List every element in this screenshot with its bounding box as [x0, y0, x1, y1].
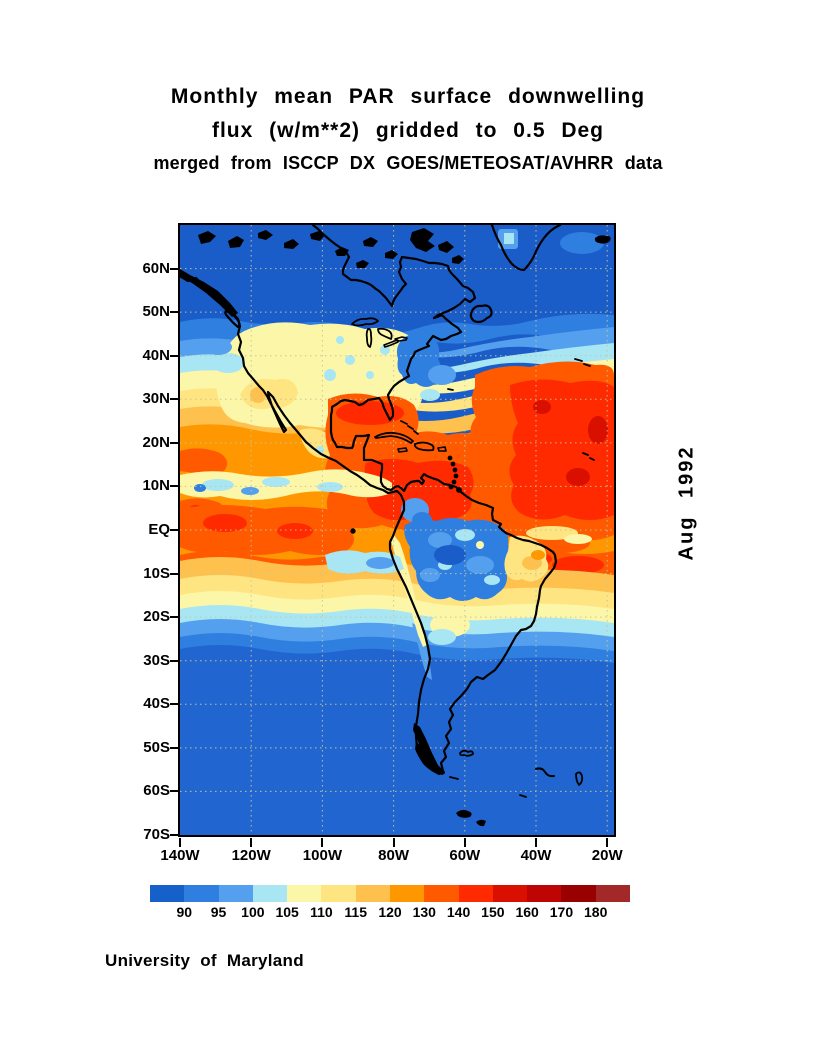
- credit-text: University of Maryland: [105, 951, 304, 970]
- colorbar-label: 120: [378, 904, 402, 920]
- greenland-patches: [498, 229, 604, 254]
- lat-tick: [170, 703, 179, 706]
- grid-lines: [180, 225, 614, 835]
- lon-tick-label: 40W: [520, 847, 552, 864]
- lat-tick: [170, 659, 179, 662]
- coastlines: [180, 225, 595, 798]
- lat-tick-label: EQ: [148, 521, 170, 539]
- lat-tick: [170, 398, 179, 401]
- lat-tick: [170, 528, 179, 531]
- lat-tick: [170, 485, 179, 488]
- colorbar-segment: [218, 885, 254, 902]
- colorbar-segment: [321, 885, 357, 902]
- lon-tick-label: 140W: [160, 847, 200, 864]
- lon-tick: [463, 838, 466, 847]
- south-america-interior: [325, 498, 549, 647]
- colorbar-segment: [150, 885, 185, 902]
- lon-tick-label: 60W: [449, 847, 481, 864]
- lon-tick-label: 20W: [591, 847, 623, 864]
- colorbar-segment: [527, 885, 562, 902]
- north-atlantic-max: [467, 361, 614, 542]
- lat-tick-label: 70S: [143, 826, 170, 844]
- lat-tick-label: 40N: [142, 346, 170, 364]
- lon-tick: [606, 838, 609, 847]
- lat-tick-label: 50S: [143, 739, 170, 757]
- colorbar-segment: [424, 885, 460, 902]
- colorbar-label: 180: [584, 904, 608, 920]
- lon-tick: [250, 838, 253, 847]
- colorbar-segment: [287, 885, 322, 902]
- colorbar-label: 90: [176, 904, 193, 920]
- colorbar-segment: [355, 885, 391, 902]
- map-frame: 60N 50N 40N 30N 20N 10N EQ 10S 20S 30S 40S 50S 60S 70…: [142, 223, 623, 864]
- colorbar-segment: [595, 885, 631, 902]
- lat-tick-label: 60N: [142, 259, 170, 277]
- colorbar-label: 150: [481, 904, 505, 920]
- lon-tick: [321, 838, 324, 847]
- lat-tick-label: 20N: [142, 434, 170, 452]
- colorbar-label: 115: [344, 904, 367, 920]
- colorbar: 90 95 100 105 110 115 120 130 140 150 160 170 180: [150, 885, 631, 920]
- colorbar-segment: [390, 885, 425, 902]
- lon-tick-label: 120W: [231, 847, 271, 864]
- colorbar-label: 140: [446, 904, 471, 920]
- lat-tick: [170, 441, 179, 444]
- lat-tick-label: 40S: [143, 695, 170, 713]
- lat-tick: [170, 354, 179, 357]
- title-line-1: Monthly mean PAR surface downwelling: [170, 85, 646, 108]
- colorbar-label: 100: [241, 904, 265, 920]
- colorbar-label: 160: [515, 904, 539, 920]
- colorbar-label: 105: [275, 904, 299, 920]
- colorbar-segment: [561, 885, 597, 902]
- lat-tick-label: 10N: [142, 477, 170, 495]
- itcz-band: [180, 469, 392, 500]
- lat-tick: [170, 746, 179, 749]
- lat-tick-label: 60S: [143, 782, 170, 800]
- figure-title: Monthly mean PAR surface downwelling flu…: [0, 86, 816, 174]
- lon-tick-label: 80W: [378, 847, 410, 864]
- colorbar-segment: [458, 885, 494, 902]
- lon-tick: [392, 838, 395, 847]
- lon-tick-label: 100W: [302, 847, 342, 864]
- colorbar-label: 170: [549, 904, 574, 920]
- colorbar-segment: [492, 885, 528, 902]
- lat-tick: [170, 833, 179, 836]
- arctic-islands: [180, 228, 611, 827]
- colorbar-segment: [252, 885, 288, 902]
- colorbar-label: 95: [210, 904, 227, 920]
- colorbar-label: 130: [412, 904, 436, 920]
- lat-tick-label: 20S: [143, 608, 170, 626]
- lat-tick: [170, 572, 179, 575]
- lat-tick-label: 10S: [143, 564, 170, 582]
- map-canvas: [180, 225, 614, 835]
- lon-tick: [179, 838, 181, 847]
- south-transition-bands: [180, 557, 614, 835]
- colorbar-label: 110: [310, 904, 333, 920]
- lat-tick: [170, 267, 179, 270]
- colorbar-segment: [184, 885, 220, 902]
- lat-tick: [170, 790, 179, 793]
- lat-tick-label: 50N: [142, 303, 170, 321]
- lat-tick-label: 30N: [142, 390, 170, 408]
- title-line-2: flux (w/m**2) gridded to 0.5 Deg: [211, 119, 605, 142]
- lat-tick: [170, 311, 179, 314]
- side-date-label: Aug 1992: [675, 445, 698, 561]
- lon-tick: [535, 838, 537, 847]
- lat-tick: [170, 616, 179, 619]
- lat-tick-label: 30S: [143, 651, 170, 669]
- title-line-3: merged from ISCCP DX GOES/METEOSAT/AVHRR…: [153, 153, 663, 173]
